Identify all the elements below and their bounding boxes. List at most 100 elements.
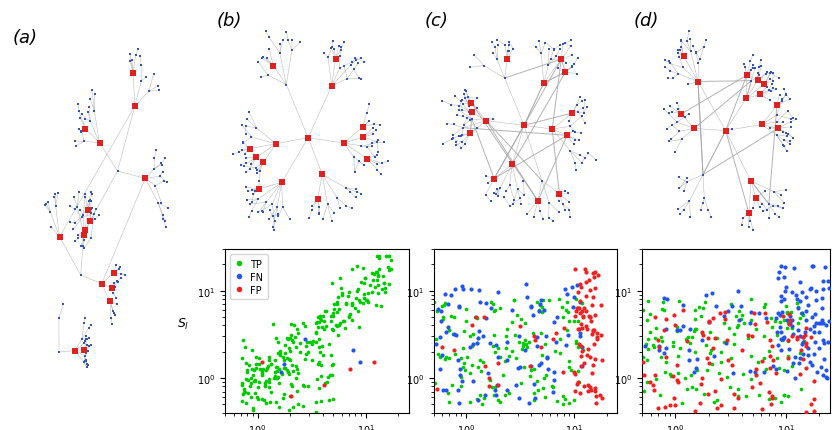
Point [657, 295, 671, 302]
Point [285, 383, 299, 390]
Point [527, 390, 540, 396]
Point [740, 96, 753, 103]
Point [332, 43, 345, 50]
Point [512, 394, 525, 401]
Point [542, 215, 555, 222]
Point [68, 206, 82, 213]
Point [569, 313, 582, 319]
Point [681, 81, 695, 88]
Point [341, 292, 354, 299]
Point [247, 405, 260, 412]
Point [74, 272, 88, 279]
Point [123, 58, 137, 65]
Point [722, 325, 736, 332]
Point [128, 104, 142, 111]
Point [69, 143, 83, 150]
Point [239, 131, 253, 138]
Point [263, 354, 276, 361]
Point [487, 117, 500, 123]
Point [652, 337, 666, 344]
Point [158, 218, 172, 225]
Point [793, 355, 806, 362]
Point [786, 135, 800, 142]
Point [88, 109, 101, 116]
Point [438, 302, 451, 309]
Point [276, 395, 289, 402]
Point [770, 119, 783, 126]
Point [325, 280, 339, 286]
Point [751, 78, 765, 85]
Point [535, 329, 548, 336]
Point [440, 121, 454, 128]
Point [751, 71, 765, 77]
Point [688, 315, 701, 322]
Point [491, 43, 505, 49]
Point [447, 314, 460, 321]
Point [510, 312, 524, 319]
Point [319, 379, 332, 386]
Point [752, 309, 766, 316]
Point [770, 366, 783, 373]
Point [374, 122, 387, 129]
Point [434, 366, 447, 373]
Point [500, 333, 513, 340]
Point [325, 326, 339, 333]
Point [503, 390, 516, 396]
Point [775, 347, 788, 354]
Point [731, 394, 745, 401]
Point [584, 287, 597, 294]
Point [560, 299, 574, 306]
Point [503, 203, 516, 210]
Point [302, 135, 315, 142]
Point [498, 75, 511, 82]
Point [559, 307, 572, 314]
Point [762, 348, 776, 355]
Point [455, 132, 469, 139]
Point [755, 405, 768, 412]
Point [783, 96, 796, 103]
Point [275, 180, 289, 187]
Point [777, 296, 791, 303]
Point [746, 66, 759, 73]
Point [571, 318, 585, 325]
Point [774, 335, 787, 342]
Point [528, 337, 541, 344]
Point [564, 123, 577, 130]
Point [79, 333, 93, 340]
Point [685, 384, 698, 391]
Point [249, 377, 262, 384]
Point [570, 340, 583, 347]
Point [588, 385, 601, 392]
Point [653, 392, 666, 399]
Point [309, 330, 322, 337]
Point [794, 279, 807, 286]
Point [470, 340, 484, 347]
Point [259, 367, 272, 374]
Point [677, 54, 691, 61]
Point [480, 315, 493, 322]
Point [113, 264, 127, 270]
Point [573, 379, 586, 386]
Point [236, 140, 249, 147]
Point [532, 307, 545, 313]
Point [352, 297, 365, 304]
Point [244, 166, 257, 173]
Point [506, 201, 520, 208]
Point [671, 120, 684, 126]
Point [518, 347, 531, 354]
Point [358, 280, 371, 287]
Point [238, 151, 251, 158]
Point [718, 309, 731, 316]
Point [571, 326, 585, 333]
Point [791, 305, 805, 312]
Point [791, 360, 805, 367]
Point [682, 28, 696, 35]
Point [816, 278, 830, 285]
Point [807, 378, 821, 385]
Point [707, 399, 721, 406]
Point [800, 340, 813, 347]
Point [676, 323, 690, 330]
Point [296, 381, 309, 388]
Point [761, 319, 774, 326]
Point [689, 326, 702, 333]
